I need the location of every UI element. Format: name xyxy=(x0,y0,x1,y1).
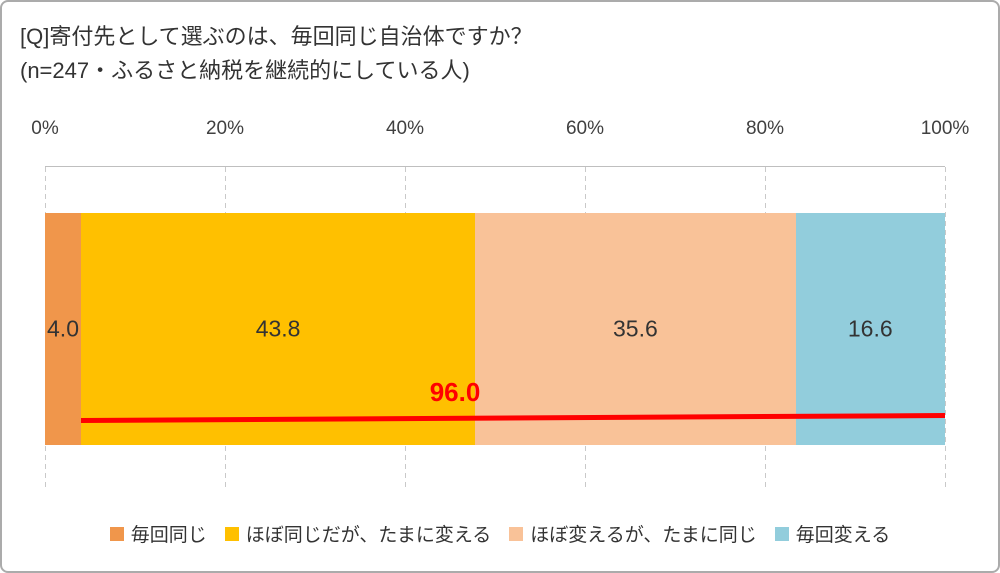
segment-value-label: 4.0 xyxy=(47,315,79,342)
chart-question-title: [Q]寄付先として選ぶのは、毎回同じ自治体ですか？ xyxy=(20,24,533,49)
legend-label: 毎回変える xyxy=(795,525,891,546)
legend-swatch-icon xyxy=(509,526,524,541)
bar-segment: 16.6 xyxy=(795,213,945,445)
legend-label: ほぼ同じだが、たまに変える xyxy=(245,525,492,546)
x-axis-tick-label: 80% xyxy=(745,118,785,139)
gridline xyxy=(944,167,946,490)
segment-value-label: 16.6 xyxy=(847,315,893,342)
chart-sample-subtitle: (n=247・ふるさと納税を継続的にしている人) xyxy=(20,58,470,83)
legend-label: ほぼ変えるが、たまに同じ xyxy=(530,525,757,546)
legend-label: 毎回同じ xyxy=(130,525,207,546)
stacked-bar: 4.0 43.8 35.6 16.6 xyxy=(45,213,945,445)
legend-item: 毎回変える xyxy=(774,520,891,547)
cumulative-value-label: 96.0 xyxy=(429,377,481,407)
legend-swatch-icon xyxy=(109,526,124,541)
legend-swatch-icon xyxy=(774,526,789,541)
x-axis-tick-label: 20% xyxy=(205,118,245,139)
segment-value-label: 35.6 xyxy=(612,315,658,342)
segment-value-label: 43.8 xyxy=(255,315,301,342)
legend-swatch-icon xyxy=(224,526,239,541)
legend-item: ほぼ変えるが、たまに同じ xyxy=(509,520,757,547)
bar-segment: 4.0 xyxy=(45,213,81,445)
x-axis-tick-label: 40% xyxy=(385,118,425,139)
legend-item: 毎回同じ xyxy=(109,520,207,547)
x-axis-tick-label: 60% xyxy=(565,118,605,139)
x-axis-tick-label: 0% xyxy=(31,118,59,139)
chart-title-block: [Q]寄付先として選ぶのは、毎回同じ自治体ですか？ (n=247・ふるさと納税を… xyxy=(20,20,533,88)
legend: 毎回同じ ほぼ同じだが、たまに変える ほぼ変えるが、たまに同じ 毎回変える xyxy=(2,520,998,547)
bar-segment: 35.6 xyxy=(475,213,796,445)
x-axis-tick-label: 100% xyxy=(920,118,970,139)
bar-segment: 43.8 xyxy=(81,213,476,445)
x-axis-line xyxy=(45,166,945,167)
legend-item: ほぼ同じだが、たまに変える xyxy=(224,520,492,547)
